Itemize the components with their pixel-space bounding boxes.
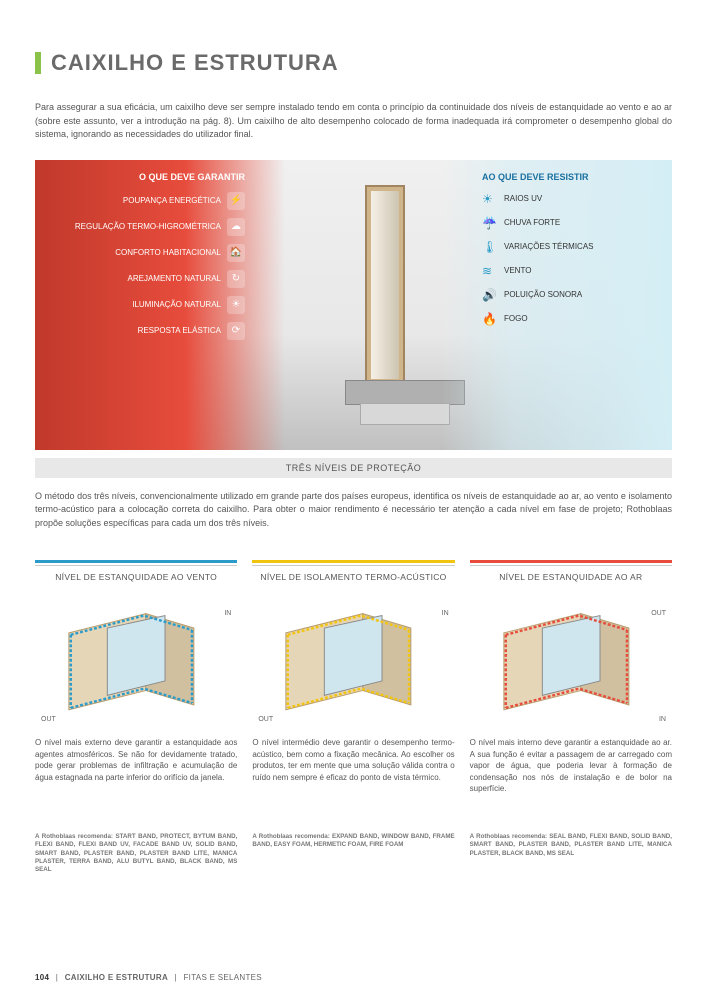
level-column: NÍVEL DE ESTANQUIDADE AO AR IN OUT O nív…	[470, 560, 672, 875]
right-item-label: POLUIÇÃO SONORA	[504, 290, 582, 299]
window-section-diagram	[470, 604, 672, 729]
column-divider	[35, 565, 237, 566]
column-description: O nível intermédio deve garantir o desem…	[252, 737, 454, 815]
column-color-bar	[35, 560, 237, 563]
window-section-diagram	[252, 604, 454, 729]
left-item-label: REGULAÇÃO TERMO-HIGROMÉTRICA	[75, 222, 221, 231]
right-item-icon: ☀	[482, 192, 496, 206]
left-panel-title: O QUE DEVE GARANTIR	[45, 172, 275, 182]
right-item-icon: ☔	[482, 216, 496, 230]
page-number: 104	[35, 973, 49, 982]
out-label: OUT	[41, 716, 56, 723]
right-item-icon: 🔊	[482, 288, 496, 302]
column-divider	[470, 565, 672, 566]
footer-crumb-1: CAIXILHO E ESTRUTURA	[65, 973, 168, 982]
level-column: NÍVEL DE ISOLAMENTO TERMO-ACÚSTICO IN OU…	[252, 560, 454, 875]
left-item-icon: ↻	[227, 270, 245, 288]
left-item-icon: 🏠	[227, 244, 245, 262]
left-item: CONFORTO HABITACIONAL 🏠	[45, 244, 275, 262]
right-item-label: VARIAÇÕES TÉRMICAS	[504, 242, 594, 251]
column-description: O nível mais interno deve garantir a est…	[470, 737, 672, 815]
right-item-label: RAIOS UV	[504, 194, 542, 203]
right-item: 🔥 FOGO	[482, 312, 662, 326]
left-item: REGULAÇÃO TERMO-HIGROMÉTRICA ☁	[45, 218, 275, 236]
column-title: NÍVEL DE ESTANQUIDADE AO VENTO	[35, 572, 237, 596]
left-item-icon: ⟳	[227, 322, 245, 340]
right-item: 🌡 VARIAÇÕES TÉRMICAS	[482, 240, 662, 254]
right-item-label: VENTO	[504, 266, 531, 275]
column-recommendation: A Rothoblaas recomenda: SEAL BAND, FLEXI…	[470, 833, 672, 858]
in-label: IN	[659, 716, 666, 723]
right-item-icon: ≋	[482, 264, 496, 278]
left-item-label: RESPOSTA ELÁSTICA	[138, 326, 221, 335]
right-item: 🔊 POLUIÇÃO SONORA	[482, 288, 662, 302]
left-item-icon: ⚡	[227, 192, 245, 210]
column-diagram: IN OUT	[252, 604, 454, 729]
infographic-right-panel: AO QUE DEVE RESISTIR ☀ RAIOS UV ☔ CHUVA F…	[442, 160, 672, 450]
column-description: O nível mais externo deve garantir a est…	[35, 737, 237, 815]
level-column: NÍVEL DE ESTANQUIDADE AO VENTO IN OUT O …	[35, 560, 237, 875]
out-label: OUT	[651, 610, 666, 617]
left-item: AREJAMENTO NATURAL ↻	[45, 270, 275, 288]
left-item-icon: ☀	[227, 296, 245, 314]
page-title: CAIXILHO E ESTRUTURA	[51, 50, 339, 76]
three-columns: NÍVEL DE ESTANQUIDADE AO VENTO IN OUT O …	[35, 560, 672, 875]
column-divider	[252, 565, 454, 566]
left-item-label: CONFORTO HABITACIONAL	[115, 248, 221, 257]
left-item-label: AREJAMENTO NATURAL	[128, 274, 222, 283]
left-item-icon: ☁	[227, 218, 245, 236]
out-label: OUT	[258, 716, 273, 723]
column-title: NÍVEL DE ESTANQUIDADE AO AR	[470, 572, 672, 596]
section-paragraph: O método dos três níveis, convencionalme…	[35, 490, 672, 531]
right-item-label: FOGO	[504, 314, 528, 323]
title-row: CAIXILHO E ESTRUTURA	[35, 50, 672, 76]
intro-paragraph: Para assegurar a sua eficácia, um caixil…	[35, 101, 672, 142]
title-accent-bar	[35, 52, 41, 74]
left-item-label: ILUMINAÇÃO NATURAL	[132, 300, 221, 309]
column-diagram: IN OUT	[470, 604, 672, 729]
right-item: ☔ CHUVA FORTE	[482, 216, 662, 230]
main-infographic: O QUE DEVE GARANTIR POUPANÇA ENERGÉTICA …	[35, 160, 672, 450]
right-item-icon: 🌡	[482, 240, 496, 254]
left-item: POUPANÇA ENERGÉTICA ⚡	[45, 192, 275, 210]
right-item: ≋ VENTO	[482, 264, 662, 278]
column-title: NÍVEL DE ISOLAMENTO TERMO-ACÚSTICO	[252, 572, 454, 596]
column-color-bar	[470, 560, 672, 563]
window-section-diagram	[35, 604, 237, 729]
column-recommendation: A Rothoblaas recomenda: EXPAND BAND, WIN…	[252, 833, 454, 850]
in-label: IN	[442, 610, 449, 617]
column-color-bar	[252, 560, 454, 563]
in-label: IN	[224, 610, 231, 617]
footer-crumb-2: FITAS E SELANTES	[184, 973, 262, 982]
right-item-label: CHUVA FORTE	[504, 218, 560, 227]
column-recommendation: A Rothoblaas recomenda: START BAND, PROT…	[35, 833, 237, 875]
left-item: ILUMINAÇÃO NATURAL ☀	[45, 296, 275, 314]
right-item: ☀ RAIOS UV	[482, 192, 662, 206]
infographic-left-panel: O QUE DEVE GARANTIR POUPANÇA ENERGÉTICA …	[35, 160, 285, 450]
left-item-label: POUPANÇA ENERGÉTICA	[123, 196, 221, 205]
right-item-icon: 🔥	[482, 312, 496, 326]
left-item: RESPOSTA ELÁSTICA ⟳	[45, 322, 275, 340]
right-panel-title: AO QUE DEVE RESISTIR	[482, 172, 662, 182]
section-label-bar: TRÊS NÍVEIS DE PROTEÇÃO	[35, 458, 672, 478]
page-footer: 104 | CAIXILHO E ESTRUTURA | FITAS E SEL…	[35, 973, 262, 982]
column-diagram: IN OUT	[35, 604, 237, 729]
